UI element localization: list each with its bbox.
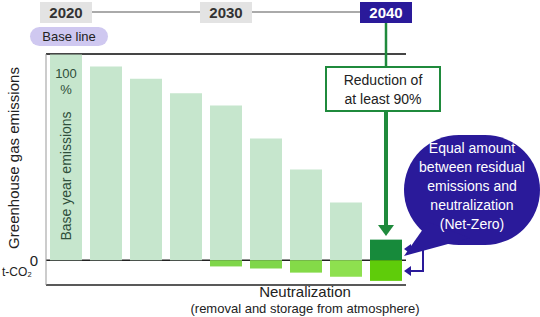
svg-text:emissions and: emissions and [427,178,517,194]
svg-text:(removal and storage from atmo: (removal and storage from atmosphere) [190,301,419,316]
svg-text:%: % [60,82,72,97]
svg-text:100: 100 [55,66,77,81]
svg-text:t-CO₂: t-CO₂ [8,265,32,279]
svg-text:Base year emissions: Base year emissions [58,111,74,240]
svg-text:0: 0 [30,252,38,269]
svg-text:2030: 2030 [209,4,242,21]
svg-text:Base line: Base line [42,29,95,44]
svg-text:2020: 2020 [49,4,82,21]
svg-text:between residual: between residual [419,159,525,175]
svg-text:neutralization: neutralization [430,197,513,213]
svg-text:Reduction of: Reduction of [344,72,423,88]
svg-text:Neutralization: Neutralization [259,283,351,300]
svg-text:(Net-Zero): (Net-Zero) [440,216,505,232]
svg-text:Greenhouse gas emissions: Greenhouse gas emissions [8,67,22,249]
svg-text:Equal amount: Equal amount [429,140,516,156]
svg-text:at least 90%: at least 90% [344,91,421,107]
svg-text:2040: 2040 [369,4,402,21]
